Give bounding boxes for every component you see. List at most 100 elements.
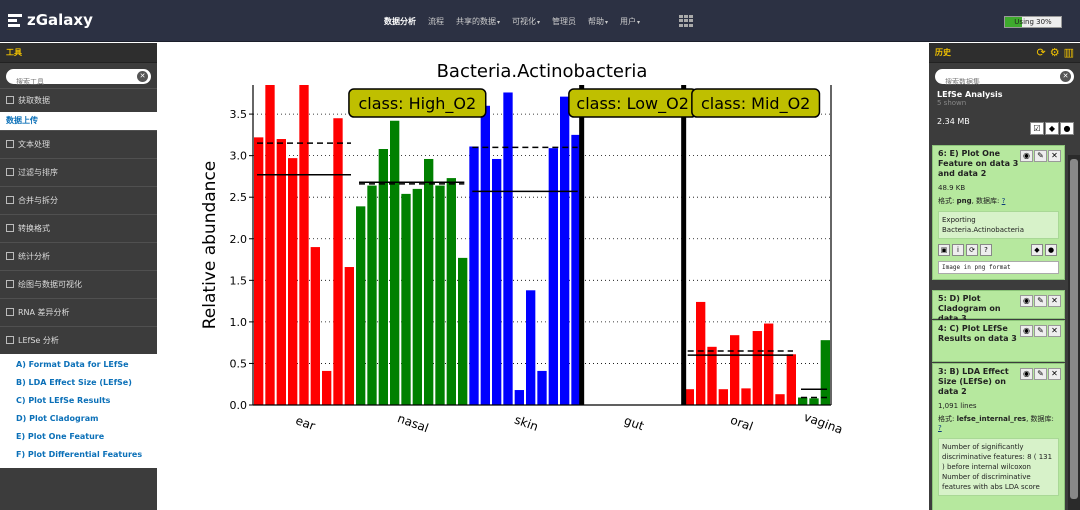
save-icon[interactable]: ▣: [938, 244, 950, 256]
dataset-3[interactable]: 3: B) LDA Effect Size (LEfSe) on data 2 …: [932, 363, 1065, 510]
tool-section-statistics[interactable]: 统计分析: [0, 242, 157, 270]
tag-icon[interactable]: ◆: [1045, 122, 1059, 135]
quota-meter-fill: [1005, 17, 1022, 27]
comment-icon[interactable]: ●: [1060, 122, 1074, 135]
class-label: class: Low_O2: [576, 94, 688, 114]
info-icon[interactable]: i: [952, 244, 964, 256]
bar: [707, 346, 717, 405]
dataset-6[interactable]: 6: E) Plot One Feature on data 3 and dat…: [932, 145, 1065, 280]
clear-search-icon[interactable]: ✕: [1060, 71, 1071, 82]
history-scrollbar[interactable]: [1068, 155, 1080, 510]
dataset-title[interactable]: 6: E) Plot One Feature on data 3 and dat…: [938, 149, 1019, 178]
bar: [412, 188, 422, 405]
bar: [424, 158, 434, 405]
tool-format-data[interactable]: A) Format Data for LEfSe: [0, 356, 157, 374]
eye-icon[interactable]: ◉: [1020, 368, 1033, 380]
tool-search-input[interactable]: [6, 74, 126, 90]
rerun-icon[interactable]: ⟳: [966, 244, 978, 256]
eye-icon[interactable]: ◉: [1020, 325, 1033, 337]
help-icon[interactable]: ?: [980, 244, 992, 256]
tool-panel-header: 工具: [0, 43, 157, 63]
dataset-peek: Image in png format: [938, 261, 1059, 274]
tool-search: ✕: [6, 69, 151, 90]
dataset-format: 格式: lefse_internal_res, 数据库: ?: [938, 415, 1054, 432]
history-scroll-thumb[interactable]: [1070, 159, 1078, 499]
dataset-title[interactable]: 4: C) Plot LEfSe Results on data 3: [938, 324, 1017, 343]
dataset-info: Number of significantly discriminative f…: [938, 438, 1059, 496]
bar: [299, 85, 309, 405]
nav-analyze[interactable]: 数据分析: [384, 17, 416, 26]
tool-section-graph[interactable]: 绘图与数据可视化: [0, 270, 157, 298]
delete-icon[interactable]: ✕: [1048, 150, 1061, 162]
x-tick-label: ear: [294, 413, 317, 433]
eye-icon[interactable]: ◉: [1020, 150, 1033, 162]
nav-user[interactable]: 用户▾: [620, 17, 641, 26]
bar: [390, 120, 400, 405]
delete-icon[interactable]: ✕: [1048, 295, 1061, 307]
dataset-5[interactable]: 5: D) Plot Cladogram on data 3 ◉ ✎ ✕: [932, 290, 1065, 323]
tool-section-filter-sort[interactable]: 过滤与排序: [0, 158, 157, 186]
tool-upload-data[interactable]: 数据上传: [0, 112, 157, 130]
brand[interactable]: zGalaxy: [8, 11, 93, 29]
tool-plot-lefse-results[interactable]: C) Plot LEfSe Results: [0, 392, 157, 410]
tool-plot-differential-features[interactable]: F) Plot Differential Features: [0, 446, 157, 464]
y-tick-label: 3.5: [230, 108, 248, 121]
dataset-title[interactable]: 3: B) LDA Effect Size (LEfSe) on data 2: [938, 367, 1009, 396]
delete-icon[interactable]: ✕: [1048, 368, 1061, 380]
dataset-buttons: ◉ ✎ ✕: [1019, 325, 1061, 337]
y-tick-label: 0.5: [230, 357, 248, 370]
delete-icon[interactable]: ✕: [1048, 325, 1061, 337]
gear-icon[interactable]: ⚙: [1049, 46, 1060, 59]
pencil-icon[interactable]: ✎: [1034, 150, 1047, 162]
tool-section-text[interactable]: 文本处理: [0, 130, 157, 158]
history-search: ✕: [935, 69, 1074, 90]
bar: [526, 290, 536, 405]
section-folder-icon: [6, 308, 14, 316]
bar: [492, 158, 502, 405]
columns-icon[interactable]: ▥: [1063, 46, 1074, 59]
nav-workflow[interactable]: 流程: [428, 17, 444, 26]
x-tick-label: gut: [622, 413, 646, 433]
eye-icon[interactable]: ◉: [1020, 295, 1033, 307]
bar: [537, 370, 547, 405]
clear-search-icon[interactable]: ✕: [137, 71, 148, 82]
dataset-4[interactable]: 4: C) Plot LEfSe Results on data 3 ◉ ✎ ✕: [932, 320, 1065, 362]
tool-section-get-data[interactable]: 获取数据: [0, 88, 157, 112]
scratchbook-grid-icon[interactable]: [679, 15, 693, 27]
main-nav: 数据分析 流程 共享的数据▾ 可视化▾ 管理员 帮助▾ 用户▾: [384, 16, 652, 27]
comment-icon[interactable]: ●: [1045, 244, 1057, 256]
section-folder-icon: [6, 196, 14, 204]
bar: [560, 96, 570, 406]
nav-admin[interactable]: 管理员: [552, 17, 577, 26]
pencil-icon[interactable]: ✎: [1034, 325, 1047, 337]
nav-shared-data[interactable]: 共享的数据▾: [456, 17, 501, 26]
caret-down-icon: ▾: [605, 19, 609, 26]
masthead: zGalaxy 数据分析 流程 共享的数据▾ 可视化▾ 管理员 帮助▾ 用户▾ …: [0, 0, 1080, 42]
select-checkbox-icon[interactable]: ☑: [1030, 122, 1044, 135]
history-name[interactable]: LEfSe Analysis: [937, 90, 1003, 99]
bar: [254, 137, 264, 405]
class-label-box: [691, 88, 821, 118]
history-search-input[interactable]: [935, 74, 1055, 90]
tool-lda-effect-size[interactable]: B) LDA Effect Size (LEfSe): [0, 374, 157, 392]
tool-section-join-split[interactable]: 合并与拆分: [0, 186, 157, 214]
dataset-format: 格式: png, 数据库: ?: [938, 197, 1006, 205]
tool-section-rna[interactable]: RNA 差异分析: [0, 298, 157, 326]
tool-section-lefse[interactable]: LEfSe 分析: [0, 326, 157, 354]
pencil-icon[interactable]: ✎: [1034, 368, 1047, 380]
x-tick-label: nasal: [396, 411, 431, 435]
tool-section-convert[interactable]: 转换格式: [0, 214, 157, 242]
tool-plot-one-feature[interactable]: E) Plot One Feature: [0, 428, 157, 446]
dataset-actions: ▣ i ⟳ ? ◆ ●: [933, 242, 1064, 258]
dataset-title[interactable]: 5: D) Plot Cladogram on data 3: [938, 294, 1001, 323]
bar: [480, 105, 490, 405]
tool-plot-cladogram[interactable]: D) Plot Cladogram: [0, 410, 157, 428]
nav-help[interactable]: 帮助▾: [588, 17, 609, 26]
tag-icon[interactable]: ◆: [1031, 244, 1043, 256]
nav-visualization[interactable]: 可视化▾: [512, 17, 541, 26]
section-folder-icon: [6, 224, 14, 232]
bar: [696, 301, 706, 405]
refresh-icon[interactable]: ⟳: [1036, 46, 1046, 59]
pencil-icon[interactable]: ✎: [1034, 295, 1047, 307]
lefse-tool-list: A) Format Data for LEfSe B) LDA Effect S…: [0, 354, 157, 468]
